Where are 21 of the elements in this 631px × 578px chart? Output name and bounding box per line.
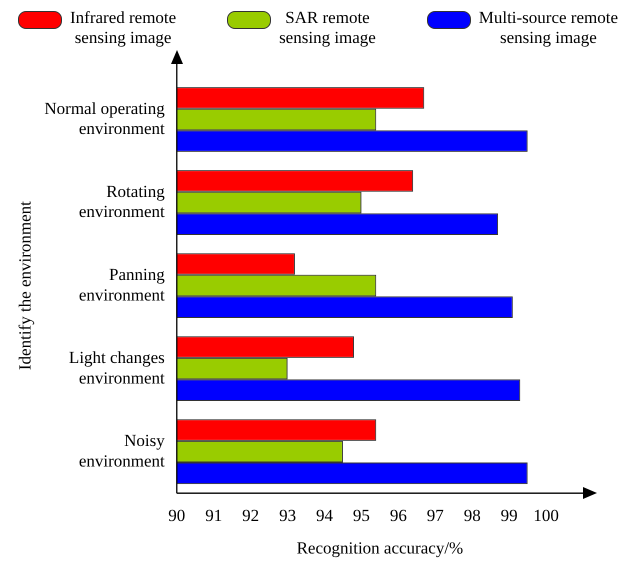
x-tick-label: 93 bbox=[279, 506, 296, 525]
x-tick-label: 92 bbox=[242, 506, 260, 525]
y-tick-label: Light changes environment bbox=[68, 348, 166, 388]
x-tick-label: 91 bbox=[205, 506, 222, 525]
legend-label: Multi-source remote sensing image bbox=[478, 8, 618, 48]
y-tick-label: Normal operating environment bbox=[44, 98, 166, 138]
y-tick-label: Rotating environment bbox=[78, 182, 166, 222]
x-tick-label: 97 bbox=[426, 506, 444, 525]
legend-label: SAR remote sensing image bbox=[279, 8, 376, 48]
y-axis-title: Identify the environment bbox=[16, 200, 35, 370]
x-tick-label: 96 bbox=[390, 506, 407, 525]
y-tick-label: Noisy environment bbox=[78, 430, 166, 470]
legend-label: Infrared remote sensing image bbox=[70, 8, 176, 48]
x-tick-label: 99 bbox=[500, 506, 518, 525]
y-tick-label: Panning environment bbox=[78, 264, 166, 304]
x-tick-label: 95 bbox=[352, 506, 370, 525]
x-tick-label: 98 bbox=[464, 506, 481, 525]
x-axis-title: Recognition accuracy/% bbox=[296, 538, 464, 558]
x-tick-label: 100 bbox=[533, 506, 559, 525]
x-tick-label: 90 bbox=[168, 506, 186, 525]
x-tick-label: 94 bbox=[316, 506, 334, 525]
